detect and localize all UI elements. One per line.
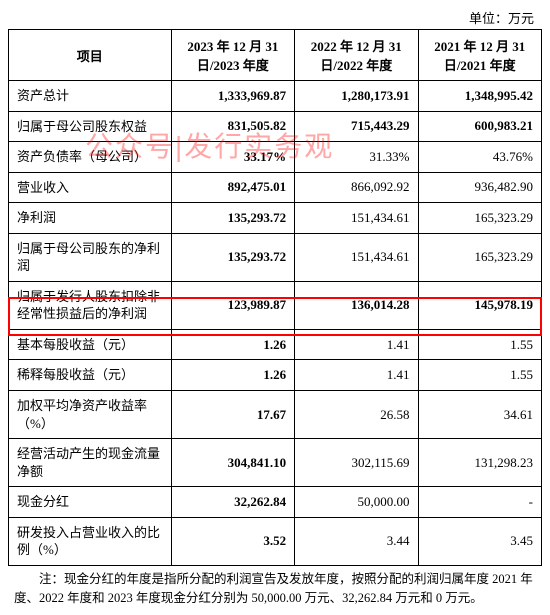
row-value: 936,482.90 — [418, 172, 541, 203]
row-label: 稀释每股收益（元） — [9, 360, 172, 391]
row-value: 892,475.01 — [171, 172, 294, 203]
header-row: 项目 2023 年 12 月 31 日/2023 年度 2022 年 12 月 … — [9, 30, 542, 81]
header-project: 项目 — [9, 30, 172, 81]
row-label: 经营活动产生的现金流量净额 — [9, 439, 172, 487]
row-label: 基本每股收益（元） — [9, 329, 172, 360]
table-row: 现金分红32,262.8450,000.00- — [9, 487, 542, 518]
row-value: 145,978.19 — [418, 281, 541, 329]
row-value: 866,092.92 — [295, 172, 418, 203]
table-row: 营业收入892,475.01866,092.92936,482.90 — [9, 172, 542, 203]
row-value: 135,293.72 — [171, 233, 294, 281]
table-row: 资产总计1,333,969.871,280,173.911,348,995.42 — [9, 81, 542, 112]
row-label: 归属于母公司股东权益 — [9, 111, 172, 142]
row-value: 165,323.29 — [418, 233, 541, 281]
row-value: 304,841.10 — [171, 439, 294, 487]
table-row: 经营活动产生的现金流量净额304,841.10302,115.69131,298… — [9, 439, 542, 487]
row-value: 50,000.00 — [295, 487, 418, 518]
row-value: 151,434.61 — [295, 233, 418, 281]
row-label: 净利润 — [9, 203, 172, 234]
row-value: 136,014.28 — [295, 281, 418, 329]
row-value: 3.44 — [295, 517, 418, 565]
row-value: 1,280,173.91 — [295, 81, 418, 112]
row-value: 31.33% — [295, 142, 418, 173]
row-value: 1.41 — [295, 329, 418, 360]
row-value: 1,348,995.42 — [418, 81, 541, 112]
table-row: 加权平均净资产收益率（%）17.6726.5834.61 — [9, 391, 542, 439]
row-label: 现金分红 — [9, 487, 172, 518]
row-value: 151,434.61 — [295, 203, 418, 234]
row-value: 1.55 — [418, 329, 541, 360]
table-row: 基本每股收益（元）1.261.411.55 — [9, 329, 542, 360]
footnote: 注：现金分红的年度是指所分配的利润宣告及发放年度，按照分配的利润归属年度 202… — [8, 566, 542, 608]
row-label: 加权平均净资产收益率（%） — [9, 391, 172, 439]
row-label: 归属于发行人股东扣除非经常性损益后的净利润 — [9, 281, 172, 329]
financial-table: 项目 2023 年 12 月 31 日/2023 年度 2022 年 12 月 … — [8, 29, 542, 566]
row-value: 33.17% — [171, 142, 294, 173]
row-label: 归属于母公司股东的净利润 — [9, 233, 172, 281]
row-value: 34.61 — [418, 391, 541, 439]
row-value: 1,333,969.87 — [171, 81, 294, 112]
table-row: 归属于母公司股东权益831,505.82715,443.29600,983.21 — [9, 111, 542, 142]
table-row: 研发投入占营业收入的比例（%）3.523.443.45 — [9, 517, 542, 565]
row-value: 123,989.87 — [171, 281, 294, 329]
row-value: - — [418, 487, 541, 518]
unit-label: 单位：万元 — [8, 8, 542, 27]
row-value: 3.52 — [171, 517, 294, 565]
row-value: 1.26 — [171, 329, 294, 360]
row-value: 17.67 — [171, 391, 294, 439]
table-row: 归属于母公司股东的净利润135,293.72151,434.61165,323.… — [9, 233, 542, 281]
row-value: 43.76% — [418, 142, 541, 173]
row-value: 26.58 — [295, 391, 418, 439]
row-value: 715,443.29 — [295, 111, 418, 142]
header-2021: 2021 年 12 月 31 日/2021 年度 — [418, 30, 541, 81]
row-value: 165,323.29 — [418, 203, 541, 234]
header-2022: 2022 年 12 月 31 日/2022 年度 — [295, 30, 418, 81]
header-2023: 2023 年 12 月 31 日/2023 年度 — [171, 30, 294, 81]
row-label: 研发投入占营业收入的比例（%） — [9, 517, 172, 565]
row-value: 131,298.23 — [418, 439, 541, 487]
table-row: 净利润135,293.72151,434.61165,323.29 — [9, 203, 542, 234]
row-value: 3.45 — [418, 517, 541, 565]
row-label: 资产负债率（母公司） — [9, 142, 172, 173]
row-value: 1.41 — [295, 360, 418, 391]
row-value: 135,293.72 — [171, 203, 294, 234]
table-row: 归属于发行人股东扣除非经常性损益后的净利润123,989.87136,014.2… — [9, 281, 542, 329]
row-value: 831,505.82 — [171, 111, 294, 142]
table-row: 资产负债率（母公司）33.17%31.33%43.76% — [9, 142, 542, 173]
table-row: 稀释每股收益（元）1.261.411.55 — [9, 360, 542, 391]
row-value: 32,262.84 — [171, 487, 294, 518]
row-value: 1.26 — [171, 360, 294, 391]
row-label: 营业收入 — [9, 172, 172, 203]
row-value: 600,983.21 — [418, 111, 541, 142]
row-label: 资产总计 — [9, 81, 172, 112]
row-value: 1.55 — [418, 360, 541, 391]
row-value: 302,115.69 — [295, 439, 418, 487]
